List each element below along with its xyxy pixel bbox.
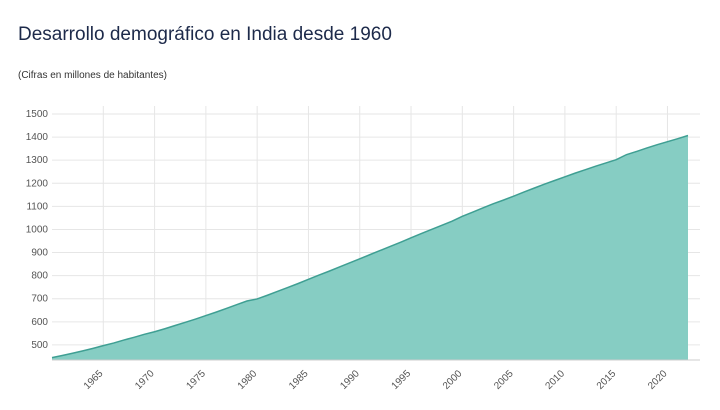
x-tick-label: 2010 [544, 368, 568, 392]
x-tick-label: 2020 [646, 368, 670, 392]
x-tick-label: 2015 [595, 368, 619, 392]
x-tick-label: 1970 [133, 368, 157, 392]
x-tick-label: 1985 [287, 368, 311, 392]
y-tick-label: 500 [31, 340, 48, 351]
chart-subtitle: (Cifras en millones de habitantes) [18, 70, 167, 81]
y-tick-label: 800 [31, 271, 48, 282]
chart-title: Desarrollo demográfico en India desde 19… [18, 24, 392, 45]
area [52, 135, 688, 360]
x-tick-label: 2005 [492, 368, 516, 392]
y-tick-label: 1000 [26, 224, 49, 235]
x-tick-label: 1990 [338, 368, 362, 392]
y-tick-label: 1400 [26, 132, 49, 143]
x-tick-label: 1980 [236, 368, 260, 392]
x-tick-label: 1995 [390, 368, 414, 392]
y-tick-label: 1100 [26, 201, 48, 212]
y-tick-label: 1500 [26, 109, 49, 120]
y-tick-label: 600 [31, 317, 48, 328]
y-tick-label: 1300 [26, 155, 49, 166]
area-line [51, 134, 689, 359]
y-tick-label: 700 [31, 294, 48, 305]
x-tick-label: 1975 [184, 368, 208, 392]
y-tick-label: 900 [31, 248, 48, 259]
x-tick-label: 2000 [441, 368, 465, 392]
x-tick-label: 1965 [82, 368, 106, 392]
y-tick-label: 1200 [26, 178, 49, 189]
